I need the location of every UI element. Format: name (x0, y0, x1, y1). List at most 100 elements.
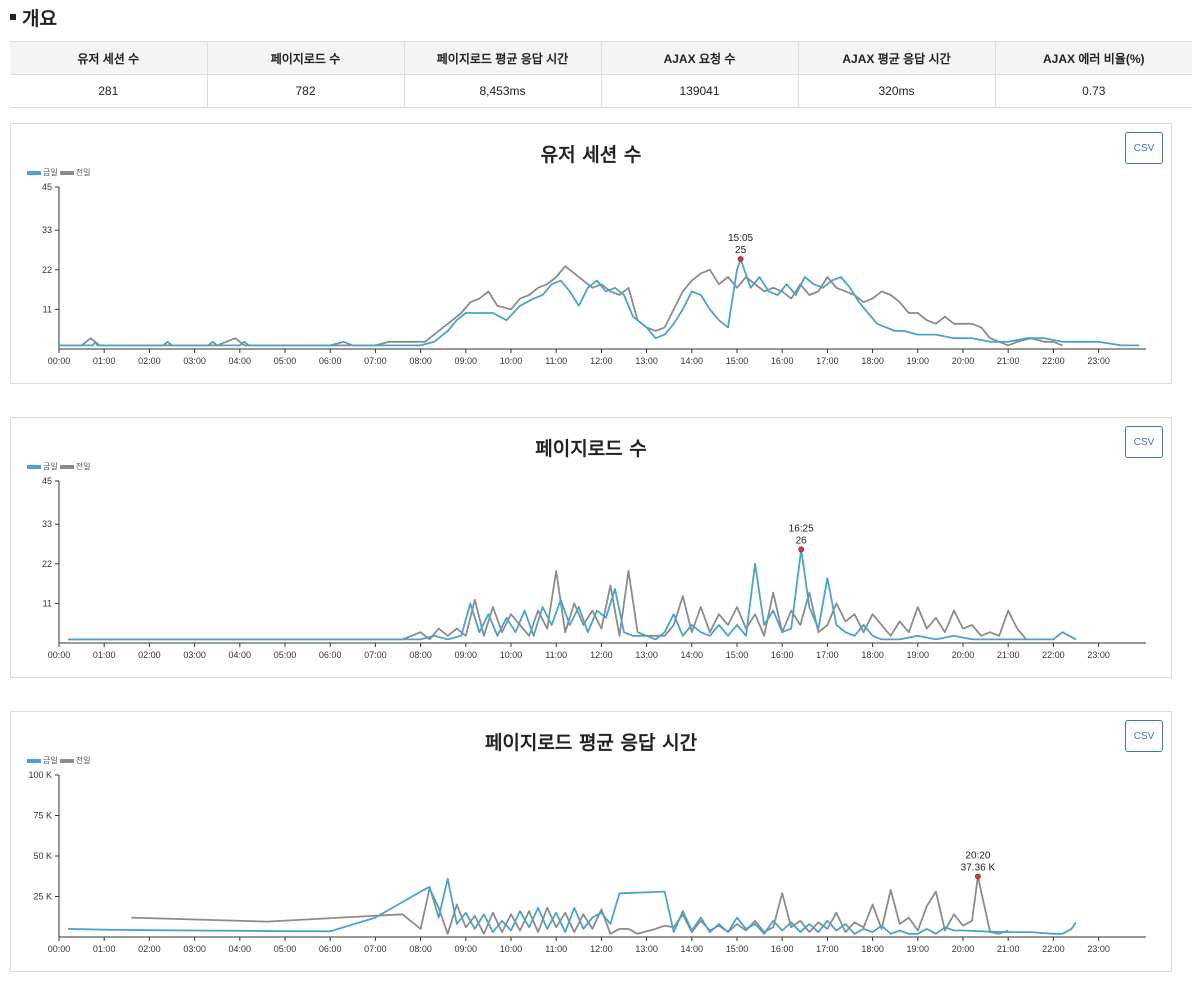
summary-header-row: 유저 세션 수 페이지로드 수 페이지로드 평균 응답 시간 AJAX 요청 수… (10, 41, 1192, 75)
x-tick-label: 14:00 (681, 650, 704, 660)
x-tick-label: 21:00 (997, 356, 1020, 366)
peak-time-label: 16:25 (789, 523, 814, 534)
series-line-yesterday (59, 265, 1063, 347)
x-tick-label: 09:00 (455, 356, 478, 366)
x-tick-label: 14:00 (681, 356, 704, 366)
summary-value: 0.73 (995, 74, 1192, 108)
section-title: 개요 (10, 4, 57, 31)
series-line-yesterday (131, 875, 1009, 935)
x-tick-label: 15:00 (726, 356, 749, 366)
y-tick-label: 100 K (28, 770, 52, 780)
series-line-yesterday (68, 570, 1027, 641)
x-tick-label: 14:00 (681, 944, 704, 954)
chart-title: 페이지로드 평균 응답 시간 (484, 732, 698, 754)
legend-today-label: 금일 (43, 168, 58, 177)
peak-value-label: 26 (796, 535, 808, 546)
x-tick-label: 05:00 (274, 356, 297, 366)
x-tick-label: 13:00 (635, 650, 658, 660)
x-tick-label: 06:00 (319, 650, 342, 660)
y-tick-label: 11 (43, 598, 52, 608)
series-line-today (59, 258, 1140, 347)
x-tick-label: 10:00 (500, 650, 523, 660)
peak-time-label: 20:20 (965, 850, 990, 861)
x-tick-label: 00:00 (48, 944, 71, 954)
legend-today-swatch (27, 170, 41, 175)
x-tick-label: 01:00 (93, 356, 116, 366)
csv-button[interactable]: CSV (1125, 426, 1163, 458)
x-tick-label: 01:00 (93, 650, 116, 660)
x-tick-label: 17:00 (816, 650, 839, 660)
x-tick-label: 21:00 (997, 944, 1020, 954)
x-tick-label: 15:00 (726, 944, 749, 954)
y-tick-label: 45 (42, 476, 52, 486)
y-tick-label: 45 (42, 182, 52, 192)
x-tick-label: 23:00 (1087, 650, 1110, 660)
x-tick-label: 22:00 (1042, 650, 1065, 660)
x-tick-label: 00:00 (48, 356, 71, 366)
x-tick-label: 01:00 (93, 944, 116, 954)
x-tick-label: 12:00 (590, 650, 613, 660)
x-tick-label: 06:00 (319, 944, 342, 954)
legend-today-label: 금일 (43, 756, 58, 765)
legend-yesterday-label: 전일 (75, 756, 91, 765)
y-tick-label: 22 (42, 265, 52, 275)
x-tick-label: 18:00 (861, 944, 884, 954)
legend-today-swatch (27, 758, 41, 763)
peak-value-label: 25 (735, 245, 747, 256)
peak-marker (975, 873, 981, 880)
y-tick-label: 33 (42, 225, 52, 235)
peak-marker (737, 256, 744, 262)
chart-legend: 금일 전일 (27, 755, 90, 766)
x-tick-label: 21:00 (997, 650, 1020, 660)
x-tick-label: 07:00 (364, 356, 387, 366)
chart-plot: 25 K 50 K 75 K 100 K 00:00 01:00 02:00 03:00 04:… (28, 770, 1146, 954)
x-tick-label: 19:00 (907, 650, 930, 660)
chart-title: 유저 세션 수 (540, 144, 642, 166)
x-tick-label: 04:00 (229, 650, 252, 660)
chart-legend: 금일 전일 (27, 461, 90, 472)
x-tick-label: 22:00 (1042, 356, 1065, 366)
x-tick-label: 12:00 (590, 356, 613, 366)
x-tick-label: 22:00 (1042, 944, 1065, 954)
legend-yesterday-swatch (59, 758, 74, 763)
csv-button[interactable]: CSV (1125, 720, 1163, 752)
x-tick-label: 02:00 (138, 944, 161, 954)
csv-button[interactable]: CSV (1125, 132, 1163, 164)
chart-panel-pageload-response: 페이지로드 평균 응답 시간 CSV 금일 전일 25 K 50 K 75 K 100… (10, 711, 1172, 972)
x-tick-label: 20:00 (952, 356, 975, 366)
x-tick-label: 07:00 (364, 650, 387, 660)
summary-header: AJAX 평균 응답 시간 (798, 41, 996, 75)
chart-plot: 11 22 33 45 00:00 01:00 02:00 03:00 04:00 05:00 06… (42, 182, 1146, 366)
legend-yesterday-label: 전일 (75, 462, 91, 471)
legend-yesterday-swatch (59, 464, 74, 469)
x-tick-label: 05:00 (274, 650, 297, 660)
x-tick-label: 20:00 (952, 650, 975, 660)
y-tick-label: 75 K (33, 811, 52, 821)
x-tick-label: 09:00 (455, 650, 478, 660)
peak-time-label: 15:05 (728, 233, 753, 244)
bullet-icon (10, 13, 16, 20)
x-tick-label: 08:00 (409, 650, 432, 660)
x-tick-label: 15:00 (726, 650, 749, 660)
x-tick-label: 16:00 (771, 356, 794, 366)
x-tick-label: 06:00 (319, 356, 342, 366)
x-tick-label: 04:00 (229, 944, 252, 954)
x-tick-label: 10:00 (500, 944, 523, 954)
peak-value-label: 37.36 K (961, 862, 996, 873)
x-tick-label: 07:00 (364, 944, 387, 954)
series-line-today (67, 877, 1077, 935)
x-tick-label: 23:00 (1087, 944, 1110, 954)
chart-title: 페이지로드 수 (535, 438, 647, 460)
legend-today-label: 금일 (43, 462, 58, 471)
chart-panel-pageloads: 페이지로드 수 CSV 금일 전일 11 22 33 45 00:00 01:00 02:0… (10, 417, 1172, 678)
y-tick-label: 22 (42, 559, 52, 569)
chart-legend: 금일 전일 (27, 167, 90, 178)
legend-yesterday-label: 전일 (75, 168, 91, 177)
summary-value: 8,453ms (404, 74, 602, 108)
y-tick-label: 25 K (33, 892, 52, 902)
x-tick-label: 04:00 (229, 356, 252, 366)
summary-header: 유저 세션 수 (10, 41, 208, 75)
x-tick-label: 08:00 (409, 356, 432, 366)
x-tick-label: 19:00 (907, 944, 930, 954)
x-tick-label: 18:00 (861, 356, 884, 366)
